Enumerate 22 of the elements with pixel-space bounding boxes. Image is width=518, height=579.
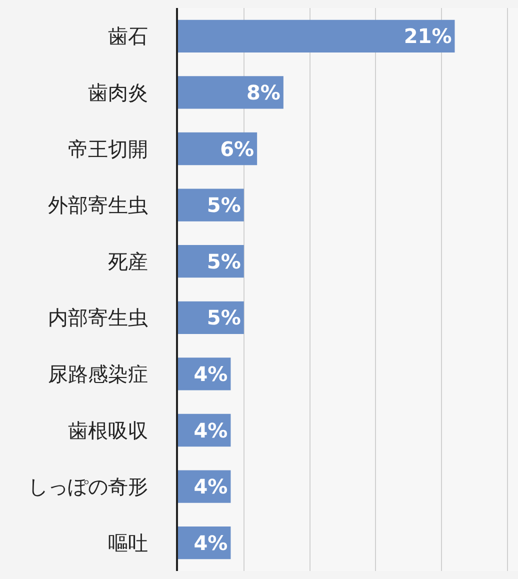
y-tick-label: 歯肉炎 [88,80,148,104]
y-tick-label: しっぽの奇形 [28,474,148,499]
data-label: 4% [194,474,228,499]
data-label: 4% [194,418,228,442]
y-tick-label: 帝王切開 [68,136,148,161]
data-label: 4% [194,530,228,555]
data-label: 5% [206,306,241,330]
y-tick-label: 死産 [108,249,148,274]
y-tick-label: 尿路感染症 [48,362,148,386]
data-label: 21% [404,24,452,48]
y-tick-label: 外部寄生虫 [48,193,148,218]
data-label: 5% [206,193,241,218]
y-tick-label: 嘔吐 [108,530,148,555]
y-tick-label: 内部寄生虫 [48,306,148,330]
data-label: 4% [194,362,228,386]
y-tick-label: 歯根吸収 [68,418,148,442]
y-tick-label: 歯石 [108,24,148,48]
bar [178,76,284,109]
data-label: 8% [246,80,280,104]
bar [178,20,455,52]
data-label: 6% [220,136,254,161]
data-label: 5% [206,249,241,274]
